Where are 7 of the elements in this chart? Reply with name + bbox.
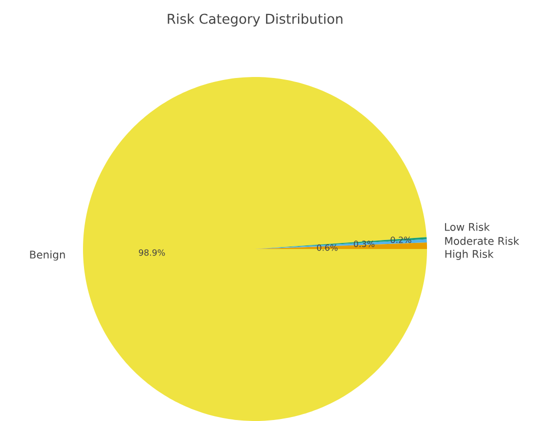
data-label: 98.9% [138,249,165,256]
chart-title: Risk Category Distribution [168,13,342,27]
data-label: 0.2% [390,236,412,244]
slice-label: Benign [30,250,65,261]
slice-label: Moderate Risk [445,236,520,245]
slice-label: Low Risk [445,222,490,231]
slice-label: High Risk [445,250,494,260]
